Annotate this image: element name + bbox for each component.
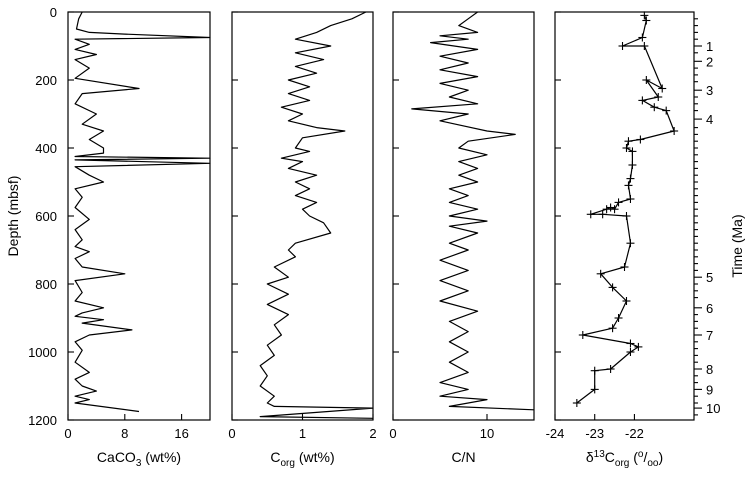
depth-axis-title: Depth (mbsf) bbox=[5, 176, 21, 257]
data-marker bbox=[614, 198, 623, 207]
data-marker bbox=[626, 195, 635, 203]
panel-1-xlabel: CaCO3 (wt%) bbox=[97, 449, 181, 469]
x-tick-label: -23 bbox=[585, 426, 604, 441]
data-marker bbox=[596, 269, 605, 278]
data-marker bbox=[628, 147, 637, 156]
data-marker bbox=[638, 33, 647, 42]
data-marker bbox=[608, 324, 617, 333]
panel-3-profile-line bbox=[411, 11, 535, 411]
depth-tick-label: 800 bbox=[35, 277, 57, 292]
data-marker bbox=[618, 42, 627, 50]
data-marker bbox=[606, 203, 615, 212]
time-tick-label: 5 bbox=[706, 270, 713, 285]
depth-tick-label: 0 bbox=[50, 5, 57, 20]
data-marker bbox=[658, 84, 667, 93]
panel-2: 0 1 2 Corg (wt%) bbox=[228, 11, 377, 469]
data-marker bbox=[636, 135, 645, 144]
data-marker bbox=[626, 174, 635, 183]
panel-3-frame bbox=[392, 11, 535, 421]
data-marker bbox=[610, 205, 619, 214]
time-tick-label: 10 bbox=[706, 401, 720, 416]
data-marker bbox=[598, 210, 607, 219]
data-marker bbox=[572, 399, 581, 407]
depth-tick-label: 200 bbox=[35, 73, 57, 88]
x-tick-label: 16 bbox=[174, 426, 188, 441]
data-marker bbox=[586, 210, 595, 219]
x-tick-label: 2 bbox=[369, 426, 376, 441]
panel-3-xlabel: C/N bbox=[451, 449, 475, 465]
x-tick-label: 0 bbox=[64, 426, 71, 441]
data-marker bbox=[626, 348, 635, 356]
panels-layer: 0 8 16 CaCO3 (wt%) 0 1 2 Corg (wt%) 0 10 C/N -24 -23… bbox=[64, 11, 695, 469]
time-axis-title: Time (Ma) bbox=[729, 214, 745, 277]
x-tick-label: -22 bbox=[625, 426, 644, 441]
depth-tick-label: 1000 bbox=[28, 345, 57, 360]
data-marker bbox=[578, 331, 587, 339]
depth-tick-label: 400 bbox=[35, 141, 57, 156]
x-tick-label: -24 bbox=[546, 426, 565, 441]
data-marker bbox=[590, 385, 599, 394]
data-marker bbox=[634, 342, 643, 351]
panel-4: -24 -23 -22 δ13Corg (o/oo) bbox=[546, 11, 695, 469]
data-marker bbox=[614, 314, 623, 322]
panel-2-profile-line bbox=[259, 11, 374, 419]
data-marker bbox=[622, 212, 631, 220]
data-marker bbox=[608, 283, 617, 292]
panel-2-xlabel: Corg (wt%) bbox=[270, 449, 334, 469]
time-tick-label: 7 bbox=[706, 328, 713, 343]
data-marker bbox=[626, 239, 635, 248]
time-tick-label: 9 bbox=[706, 382, 713, 397]
data-marker bbox=[624, 181, 633, 190]
x-tick-label: 1 bbox=[299, 426, 306, 441]
data-marker bbox=[670, 127, 679, 135]
depth-axis: 0 200 400 600 800 1000 1200 Depth (mbsf) bbox=[5, 5, 57, 428]
data-marker bbox=[624, 137, 633, 146]
data-marker bbox=[642, 76, 651, 84]
time-tick-label: 3 bbox=[706, 83, 713, 98]
time-tick-label: 1 bbox=[706, 39, 713, 54]
data-marker bbox=[640, 11, 649, 20]
data-marker bbox=[590, 366, 599, 375]
data-marker bbox=[622, 144, 631, 152]
panel-4-xlabel: δ13Corg (o/oo) bbox=[586, 449, 663, 469]
time-tick-label: 8 bbox=[706, 362, 713, 377]
data-marker bbox=[642, 16, 651, 25]
data-marker bbox=[628, 161, 637, 169]
panel-1-profile-line bbox=[74, 11, 211, 413]
data-marker bbox=[620, 263, 629, 271]
data-marker bbox=[640, 42, 649, 50]
data-marker bbox=[638, 96, 647, 105]
x-tick-label: 0 bbox=[228, 426, 235, 441]
panel-1-frame bbox=[67, 11, 211, 421]
panel-1: 0 8 16 CaCO3 (wt%) bbox=[64, 11, 211, 469]
data-marker bbox=[606, 365, 615, 373]
time-tick-label: 4 bbox=[706, 112, 713, 127]
x-tick-label: 8 bbox=[121, 426, 128, 441]
time-tick-label: 6 bbox=[706, 301, 713, 316]
depth-tick-label: 600 bbox=[35, 209, 57, 224]
panel-2-frame bbox=[231, 11, 374, 421]
data-marker bbox=[650, 103, 659, 112]
time-tick-label: 2 bbox=[706, 54, 713, 69]
time-axis: 12 3 4 5 6 7 8 9 10 Time (Ma) bbox=[694, 18, 745, 416]
data-marker bbox=[654, 93, 663, 101]
depth-tick-label: 1200 bbox=[28, 413, 57, 428]
data-marker bbox=[626, 339, 635, 348]
data-marker bbox=[662, 106, 671, 115]
x-tick-label: 10 bbox=[480, 426, 494, 441]
panel-3: 0 10 C/N bbox=[389, 11, 535, 465]
panel-4-profile-line bbox=[576, 15, 675, 404]
data-marker bbox=[602, 205, 611, 214]
x-tick-label: 0 bbox=[389, 426, 396, 441]
data-marker bbox=[622, 297, 631, 305]
